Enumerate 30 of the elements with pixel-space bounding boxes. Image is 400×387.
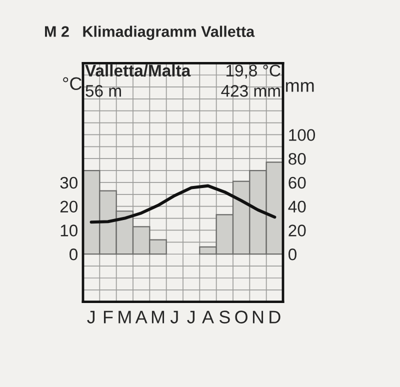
y-tick-label: 10 bbox=[60, 224, 78, 236]
y2-axis-title: mm bbox=[286, 82, 314, 92]
x-tick-label: M bbox=[118, 310, 131, 324]
x-tick-label: A bbox=[202, 310, 214, 324]
y2-tick-label: 80 bbox=[288, 152, 306, 165]
x-tick-label: M bbox=[152, 310, 164, 324]
y-tick-label: 30 bbox=[60, 176, 78, 189]
y2-tick-label: 0 bbox=[288, 248, 296, 260]
y2-tick-label: 100 bbox=[289, 129, 316, 141]
x-tick-label: S bbox=[219, 310, 230, 324]
x-tick-label: O bbox=[235, 310, 248, 324]
y-tick-label: 20 bbox=[60, 200, 78, 213]
y2-tick-label: 60 bbox=[288, 176, 306, 189]
y2-tick-label: 40 bbox=[288, 200, 306, 213]
line-series bbox=[90, 184, 276, 224]
x-tick-label: F bbox=[104, 310, 113, 324]
annotation: Valletta/Malta bbox=[85, 64, 191, 77]
x-tick-label: A bbox=[135, 310, 148, 324]
annotation: 56 m bbox=[86, 85, 121, 97]
y-axis-title: °C bbox=[63, 77, 82, 90]
x-tick-label: J bbox=[187, 310, 195, 324]
y-tick-label: 0 bbox=[70, 248, 78, 260]
chart-title: M 2 Klimadiagramm Valletta bbox=[45, 26, 255, 40]
y2-tick-label: 20 bbox=[288, 224, 306, 236]
x-tick-label: N bbox=[252, 310, 264, 324]
x-tick-label: J bbox=[170, 310, 178, 324]
annotation: 423 mm bbox=[221, 85, 280, 97]
x-tick-label: D bbox=[270, 310, 280, 324]
x-tick-label: J bbox=[87, 310, 95, 324]
annotation: 19,8 °C bbox=[226, 64, 280, 78]
